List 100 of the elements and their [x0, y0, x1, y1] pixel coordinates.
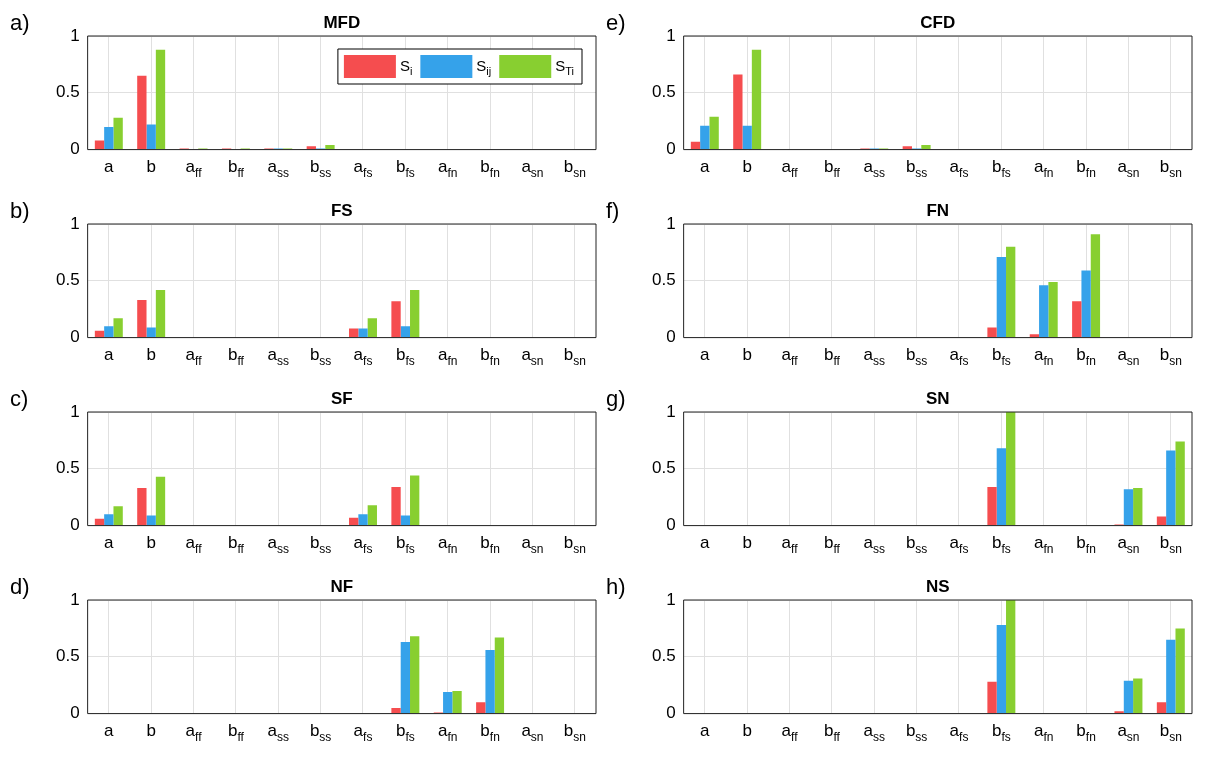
bar [742, 125, 752, 150]
y-tick-label: 1 [666, 25, 676, 45]
bar [996, 448, 1007, 526]
bar [494, 637, 505, 714]
text: h) [606, 574, 626, 599]
bar [400, 326, 411, 338]
bar [1006, 412, 1016, 526]
bar [146, 327, 156, 338]
bar [358, 328, 368, 338]
y-tick-label: 0 [70, 515, 80, 535]
bar [485, 649, 495, 714]
y-tick-label: 0.5 [55, 646, 80, 666]
chart-title: MFD [323, 13, 361, 32]
bar [1156, 516, 1167, 526]
y-tick-label: 1 [666, 401, 676, 421]
x-tick-label: a [700, 156, 711, 176]
x-tick-label: b [146, 720, 156, 740]
y-tick-label: 1 [70, 25, 80, 45]
bar [349, 328, 359, 338]
chart-title: SN [926, 389, 950, 408]
x-tick-label: b [742, 344, 752, 364]
bar [987, 681, 997, 714]
bar [325, 145, 335, 150]
bar [1123, 680, 1134, 714]
x-tick-label: a [104, 720, 115, 740]
chart-title: FS [330, 201, 353, 220]
bar [358, 514, 368, 526]
bar [94, 140, 105, 150]
bar [1133, 678, 1143, 714]
bar [410, 289, 420, 338]
bar [104, 514, 114, 526]
bar [996, 256, 1007, 338]
x-tick-label: a [104, 532, 115, 552]
bar [987, 486, 997, 526]
bar [391, 486, 401, 526]
bar [996, 624, 1007, 714]
bar [700, 125, 710, 150]
y-tick-label: 0.5 [55, 458, 80, 478]
bar [400, 642, 411, 714]
y-tick-label: 0.5 [55, 82, 80, 102]
x-tick-label: a [700, 532, 711, 552]
bar [367, 318, 377, 338]
x-tick-label: b [742, 720, 752, 740]
text: e) [606, 10, 626, 35]
x-tick-label: a [104, 344, 115, 364]
y-tick-label: 1 [70, 213, 80, 233]
bar [1048, 281, 1058, 338]
bar [921, 145, 931, 150]
chart-title: CFD [920, 13, 956, 32]
bar [113, 318, 123, 338]
text: b) [10, 198, 30, 223]
bar [709, 116, 719, 150]
x-tick-label: a [700, 720, 711, 740]
bar [155, 289, 166, 338]
bar [1006, 246, 1016, 338]
bar [94, 518, 105, 526]
bar [146, 124, 156, 150]
bar [391, 707, 401, 714]
y-tick-label: 0.5 [651, 270, 676, 290]
bar [137, 488, 147, 526]
y-tick-label: 1 [70, 589, 80, 609]
bar [1081, 270, 1091, 338]
bar [1166, 639, 1176, 714]
bar [104, 126, 114, 150]
bar [410, 475, 420, 526]
bar [410, 636, 420, 714]
x-tick-label: b [742, 156, 752, 176]
bar [137, 75, 147, 150]
y-tick-label: 0.5 [55, 270, 80, 290]
bar [443, 692, 453, 714]
bar [1133, 488, 1143, 526]
text: c) [10, 386, 29, 411]
bar [452, 690, 462, 714]
bar [1006, 600, 1016, 714]
x-tick-label: b [742, 532, 752, 552]
bar [1029, 334, 1040, 338]
bar [391, 301, 401, 338]
bar [1166, 450, 1176, 526]
y-tick-label: 1 [70, 401, 80, 421]
y-tick-label: 1 [666, 589, 676, 609]
bar [751, 49, 762, 150]
text: f) [606, 198, 620, 223]
y-tick-label: 0 [666, 703, 676, 723]
y-tick-label: 0.5 [651, 458, 676, 478]
y-tick-label: 0 [666, 327, 676, 347]
bar [155, 49, 166, 150]
bar [1072, 301, 1082, 338]
chart-title: SF [330, 389, 353, 408]
bar [400, 515, 411, 526]
y-tick-label: 0.5 [651, 82, 676, 102]
bar [113, 506, 123, 526]
y-tick-label: 0 [70, 139, 80, 159]
chart-title: NS [926, 577, 950, 596]
text: d) [10, 574, 30, 599]
chart-title: FN [926, 201, 950, 220]
bar [476, 702, 486, 714]
text: g) [606, 386, 626, 411]
text: a) [10, 10, 30, 35]
y-tick-label: 0 [70, 703, 80, 723]
bar [902, 146, 912, 150]
